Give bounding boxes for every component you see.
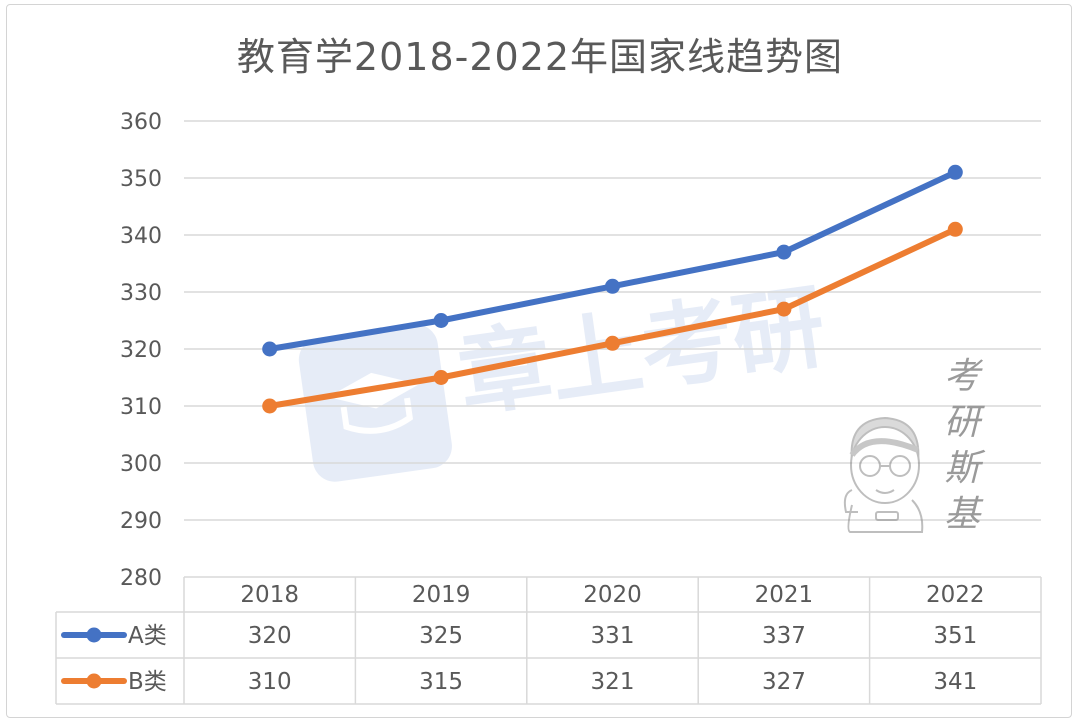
watermark-char: 斯 — [944, 448, 986, 489]
y-tick-label: 340 — [120, 224, 162, 249]
watermark-logo: 章上考研 — [298, 273, 831, 482]
chart-title: 教育学2018-2022年国家线趋势图 — [236, 35, 844, 79]
data-table-grid — [55, 576, 1042, 705]
data-point — [605, 335, 620, 351]
table-value-cell: 341 — [933, 669, 977, 695]
y-tick-label: 350 — [120, 167, 162, 192]
data-point — [947, 164, 963, 180]
category-label: 2020 — [583, 582, 642, 608]
legend-marker — [86, 627, 102, 643]
table-value-cell: 325 — [419, 623, 463, 649]
category-label: 2021 — [755, 582, 814, 608]
legend-marker — [86, 673, 102, 689]
watermark-char: 研 — [944, 402, 985, 443]
watermark-char: 考 — [944, 356, 984, 397]
legend-label: B类 — [128, 669, 167, 695]
series-layer — [262, 164, 963, 414]
data-table-values: 320 325 331 337 351 310 315 321 327 341 — [248, 623, 978, 695]
y-axis-tick-labels: 280 290 300 310 320 330 340 350 360 — [120, 110, 162, 591]
category-label: 2018 — [240, 582, 299, 608]
data-point — [776, 244, 792, 260]
y-tick-label: 290 — [120, 509, 162, 534]
category-label: 2019 — [412, 582, 471, 608]
y-tick-label: 310 — [120, 395, 162, 420]
y-tick-label: 280 — [120, 566, 162, 591]
table-value-cell: 321 — [591, 669, 635, 695]
mascot-watermark-icon — [843, 416, 924, 533]
data-point — [433, 313, 449, 328]
legend: A类 B类 — [61, 623, 167, 695]
x-axis-category-labels: 2018 2019 2020 2021 2022 — [240, 582, 984, 608]
data-point — [605, 278, 620, 294]
category-label: 2022 — [926, 582, 985, 608]
y-tick-label: 360 — [120, 110, 162, 135]
data-point — [947, 221, 963, 237]
watermark-char: 基 — [944, 494, 984, 535]
table-value-cell: 315 — [419, 669, 463, 695]
table-value-cell: 351 — [933, 623, 977, 649]
data-point — [776, 301, 792, 317]
y-tick-label: 330 — [120, 281, 162, 306]
data-point — [262, 341, 278, 357]
data-point — [262, 398, 278, 414]
table-value-cell: 327 — [762, 669, 806, 695]
table-value-cell: 331 — [591, 623, 635, 649]
data-point — [433, 370, 449, 385]
table-value-cell: 337 — [762, 623, 806, 649]
legend-label: A类 — [128, 623, 167, 649]
y-tick-label: 300 — [120, 452, 162, 477]
table-value-cell: 310 — [248, 669, 292, 695]
table-value-cell: 320 — [248, 623, 292, 649]
y-tick-label: 320 — [120, 338, 162, 363]
